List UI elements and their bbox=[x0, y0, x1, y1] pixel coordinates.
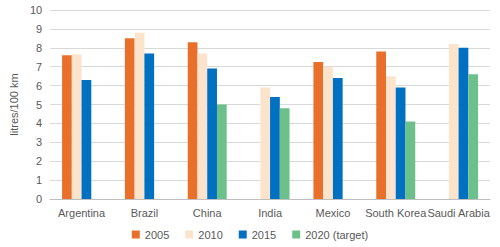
svg-text:5: 5 bbox=[36, 99, 42, 111]
svg-text:2010: 2010 bbox=[198, 229, 222, 241]
svg-text:4: 4 bbox=[36, 117, 42, 129]
svg-text:7: 7 bbox=[36, 61, 42, 73]
svg-text:India: India bbox=[258, 207, 283, 219]
svg-text:2: 2 bbox=[36, 155, 42, 167]
svg-text:3: 3 bbox=[36, 136, 42, 148]
svg-text:10: 10 bbox=[30, 4, 42, 16]
svg-text:litres/100 km: litres/100 km bbox=[8, 73, 20, 135]
svg-text:South Korea: South Korea bbox=[365, 207, 427, 219]
svg-text:9: 9 bbox=[36, 23, 42, 35]
svg-text:2005: 2005 bbox=[145, 229, 169, 241]
svg-text:0: 0 bbox=[36, 193, 42, 205]
svg-text:6: 6 bbox=[36, 80, 42, 92]
svg-text:Argentina: Argentina bbox=[58, 207, 106, 219]
svg-text:Saudi Arabia: Saudi Arabia bbox=[427, 207, 490, 219]
svg-text:8: 8 bbox=[36, 42, 42, 54]
svg-text:2015: 2015 bbox=[252, 229, 276, 241]
svg-text:Mexico: Mexico bbox=[315, 207, 350, 219]
svg-text:1: 1 bbox=[36, 174, 42, 186]
svg-text:2020 (target): 2020 (target) bbox=[305, 229, 368, 241]
svg-text:China: China bbox=[193, 207, 223, 219]
svg-text:Brazil: Brazil bbox=[131, 207, 159, 219]
